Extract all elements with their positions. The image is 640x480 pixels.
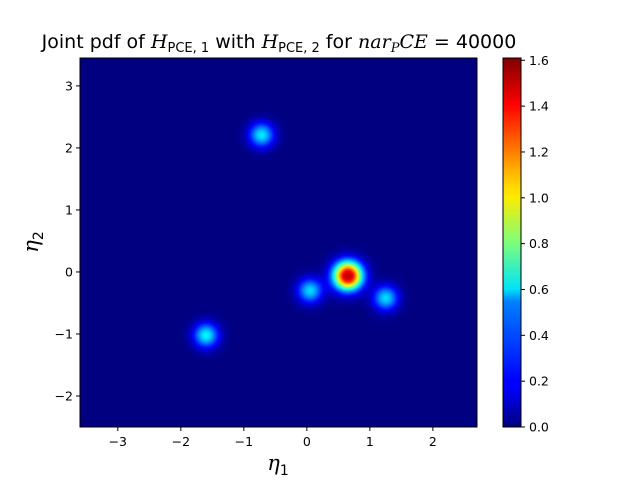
title-h1-base: H: [150, 31, 168, 53]
colorbar-tick-label: 0.2: [529, 374, 549, 389]
y-tick-label: 1: [65, 202, 73, 217]
colorbar-frame: [502, 57, 522, 428]
title-h2-base: H: [261, 31, 279, 53]
x-tick-label: −1: [235, 434, 253, 449]
x-axis-label-base: η: [267, 451, 280, 475]
title-prefix: Joint pdf of: [41, 31, 151, 53]
x-tick-label: 2: [429, 434, 437, 449]
x-axis-label-sub: 1: [280, 463, 289, 479]
y-axis-label-sub: 2: [31, 231, 47, 240]
colorbar-tick-label: 1.6: [529, 53, 549, 68]
x-axis-ticks: −3 −2 −1 0 1 2: [109, 427, 437, 449]
title-var: nar: [358, 31, 393, 53]
colorbar-tick-label: 1.0: [529, 190, 549, 205]
title-h2-sub: PCE, 2: [278, 41, 320, 56]
colorbar-tick-label: 0.6: [529, 282, 549, 297]
title-for: for: [320, 31, 358, 53]
y-tick-label: 0: [65, 264, 73, 279]
y-tick-label: −1: [55, 326, 73, 341]
title-equals: = 40000: [428, 31, 516, 53]
colorbar-tick-label: 1.4: [529, 99, 549, 114]
y-tick-label: 2: [65, 140, 73, 155]
x-tick-label: −2: [172, 434, 190, 449]
colorbar-tick-label: 0.0: [529, 420, 549, 435]
plot-frame: [79, 57, 478, 428]
y-axis-label-base: η: [19, 240, 43, 253]
y-axis-ticks: −2 −1 0 1 2 3: [55, 78, 80, 403]
chart-title: Joint pdf of HPCE, 1 with HPCE, 2 for na…: [41, 31, 517, 56]
y-tick-label: 3: [65, 78, 73, 93]
colorbar-gradient: [503, 58, 521, 427]
y-tick-label: −2: [55, 388, 73, 403]
colorbar-ticks: 0.0 0.2 0.4 0.6 0.8 1.0 1.2 1.4 1.6: [521, 53, 549, 435]
x-tick-label: −3: [109, 434, 127, 449]
colorbar-tick-label: 0.4: [529, 328, 549, 343]
colorbar: 0.0 0.2 0.4 0.6 0.8 1.0 1.2 1.4 1.6: [502, 53, 549, 435]
title-with: with: [209, 31, 261, 53]
title-h1-sub: PCE, 1: [168, 41, 210, 56]
x-tick-label: 0: [303, 434, 311, 449]
colorbar-tick-label: 1.2: [529, 144, 549, 159]
title-var-sub: P: [390, 41, 400, 56]
y-axis-label: η2: [19, 231, 47, 253]
colorbar-tick-label: 0.8: [529, 236, 549, 251]
x-tick-label: 1: [366, 434, 374, 449]
title-var-rest: CE: [399, 31, 428, 53]
heatmap-plot-area: [79, 57, 478, 428]
heatmap-image: [80, 58, 477, 427]
x-axis-label: η1: [267, 451, 289, 479]
